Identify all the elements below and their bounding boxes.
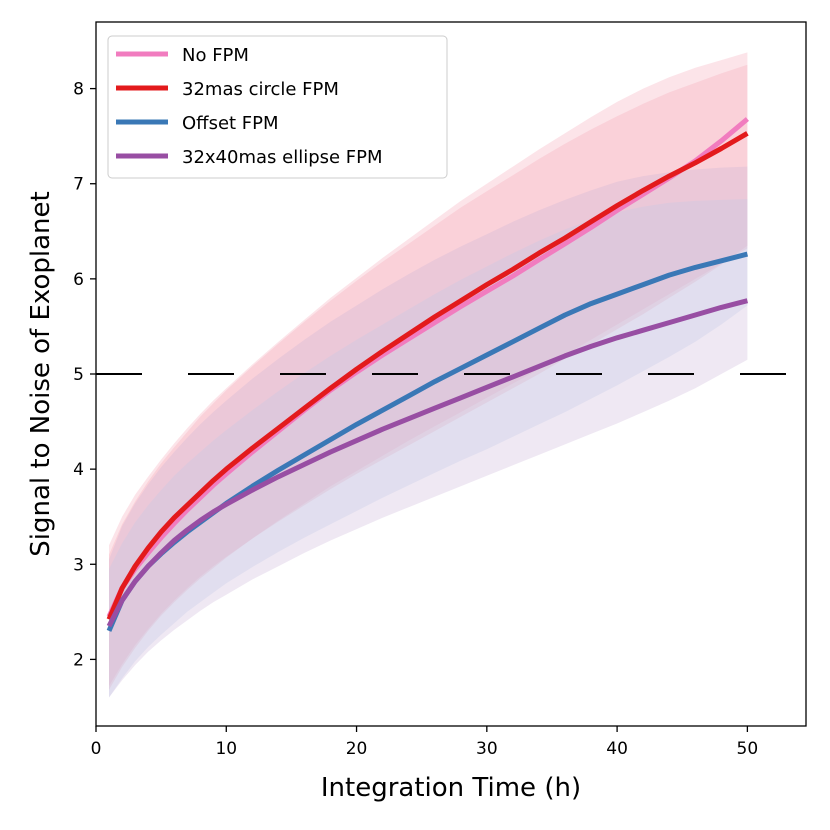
- y-tick-label: 4: [73, 460, 84, 480]
- y-tick-label: 3: [73, 555, 84, 575]
- legend-box: [107, 35, 448, 179]
- x-tick-label: 50: [737, 739, 759, 759]
- legend: No FPM 32mas circle FPM Offset FPM 32x40mas…: [107, 35, 448, 179]
- legend-label-offset-fpm: Offset FPM: [182, 113, 279, 134]
- band-32x40mas-ellipse-fpm: [109, 166, 748, 698]
- line-32mas-circle-fpm: [106, 131, 749, 621]
- y-axis-label: Signal to Noise of Exoplanet: [26, 191, 56, 556]
- line-32x40mas-ellipse-fpm: [106, 298, 749, 628]
- line-no-fpm: [106, 117, 750, 618]
- x-tick-label: 0: [91, 739, 102, 759]
- series-lines: [106, 117, 750, 632]
- y-tick-label: 8: [73, 80, 84, 100]
- x-axis-label: Integration Time (h): [321, 773, 581, 803]
- y-tick-label: 2: [73, 650, 84, 670]
- x-tick-label: 20: [346, 739, 368, 759]
- x-tick-label: 40: [606, 739, 628, 759]
- axes: 0 10 20 30 40 50 2 3 4 5 6 7 8: [73, 21, 807, 759]
- x-tick-label: 10: [215, 739, 237, 759]
- band-offset-fpm: [109, 199, 748, 698]
- y-tick-label: 5: [73, 365, 84, 385]
- legend-label-32mas-circle-fpm: 32mas circle FPM: [182, 79, 339, 100]
- y-tick-label: 6: [73, 270, 84, 290]
- band-no-fpm: [109, 52, 748, 686]
- legend-label-no-fpm: No FPM: [182, 45, 249, 66]
- legend-label-32x40mas-ellipse-fpm: 32x40mas ellipse FPM: [182, 147, 383, 168]
- x-tick-label: 30: [476, 739, 498, 759]
- y-tick-label: 7: [73, 175, 84, 195]
